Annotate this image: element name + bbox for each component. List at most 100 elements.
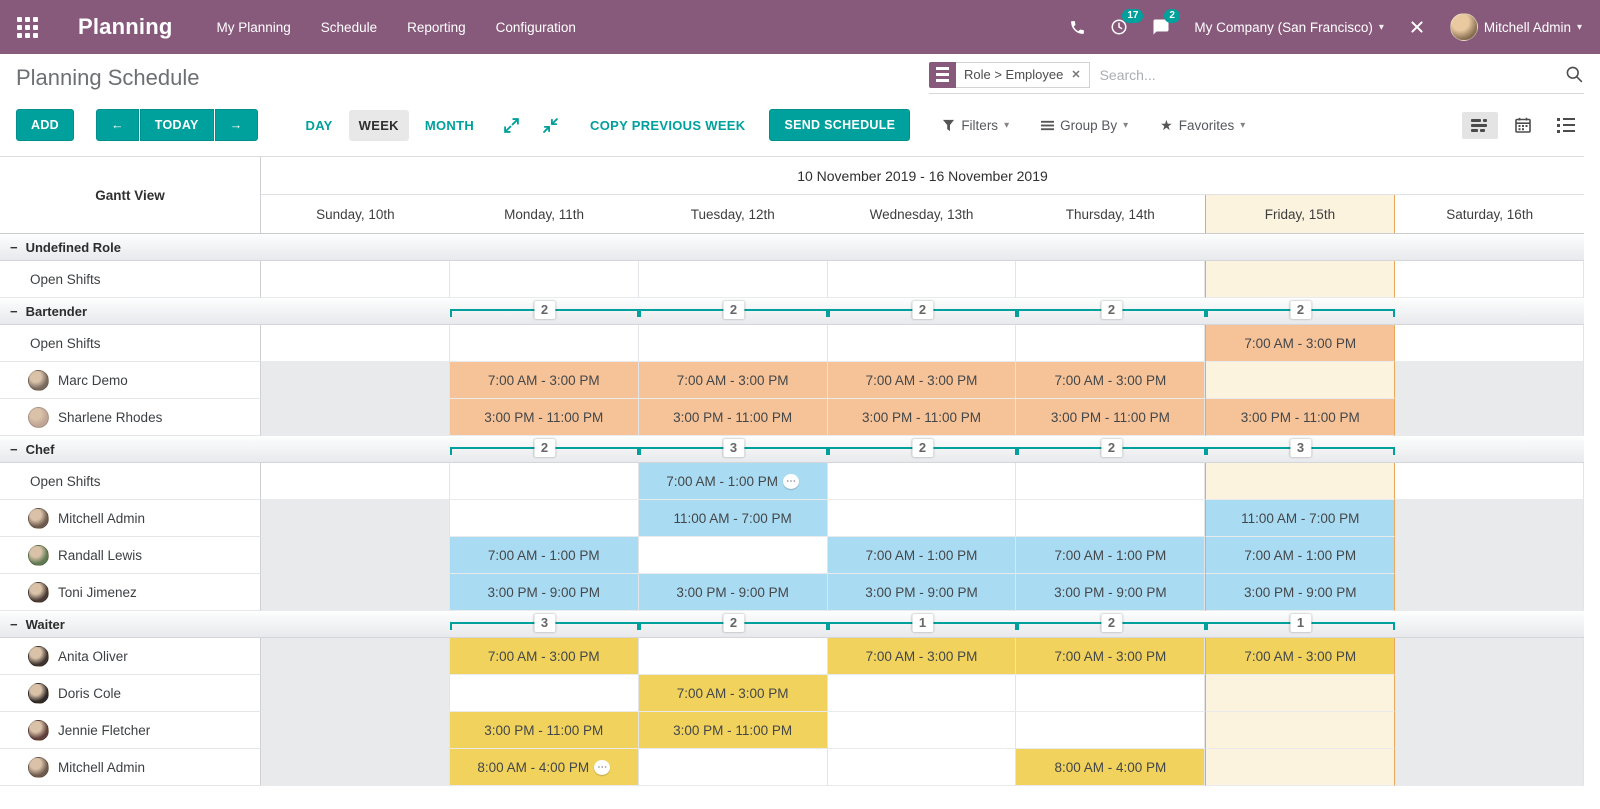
shift-pill[interactable]: 3:00 PM - 9:00 PM (638, 574, 828, 611)
collapse-icon[interactable]: − (10, 442, 18, 457)
empty-day-cell[interactable] (1395, 537, 1585, 574)
collapse-icon[interactable]: − (10, 617, 18, 632)
shift-pill[interactable]: 7:00 AM - 1:00 PM (827, 537, 1017, 574)
empty-day-cell[interactable] (827, 261, 1017, 298)
apps-menu-icon[interactable] (0, 16, 54, 38)
empty-day-cell[interactable] (261, 712, 450, 749)
scale-month-button[interactable]: MONTH (415, 110, 484, 141)
collapse-icon[interactable]: − (10, 240, 18, 255)
empty-day-cell[interactable] (449, 463, 639, 500)
empty-day-cell[interactable] (261, 537, 450, 574)
empty-day-cell[interactable] (261, 638, 450, 675)
shift-pill[interactable]: 7:00 AM - 3:00 PM (1016, 638, 1206, 675)
empty-day-cell[interactable] (261, 500, 450, 537)
empty-day-cell[interactable] (261, 325, 450, 362)
empty-day-cell[interactable] (449, 675, 639, 712)
shift-pill[interactable]: 7:00 AM - 3:00 PM (449, 362, 639, 399)
empty-day-cell[interactable] (449, 325, 639, 362)
empty-day-cell[interactable] (1395, 362, 1585, 399)
empty-day-cell[interactable] (449, 500, 639, 537)
empty-day-cell[interactable] (1205, 749, 1396, 786)
empty-day-cell[interactable] (1205, 712, 1396, 749)
shift-pill[interactable]: 3:00 PM - 9:00 PM (1016, 574, 1206, 611)
empty-day-cell[interactable] (261, 574, 450, 611)
shift-pill[interactable]: 7:00 AM - 1:00 PM (449, 537, 639, 574)
empty-day-cell[interactable] (1205, 675, 1396, 712)
scale-day-button[interactable]: DAY (296, 110, 343, 141)
phone-icon[interactable] (1069, 19, 1086, 36)
empty-day-cell[interactable] (1205, 261, 1396, 298)
empty-day-cell[interactable] (261, 399, 450, 436)
empty-day-cell[interactable] (1395, 675, 1585, 712)
calendar-view-button[interactable] (1506, 110, 1540, 140)
empty-day-cell[interactable] (261, 362, 450, 399)
menu-my-planning[interactable]: My Planning (216, 19, 291, 35)
shift-pill[interactable]: 7:00 AM - 3:00 PM (827, 362, 1017, 399)
messages-icon[interactable]: 2 (1152, 9, 1180, 36)
shift-pill[interactable]: 3:00 PM - 11:00 PM (638, 399, 828, 436)
developer-tools-icon[interactable] (1408, 18, 1426, 36)
shift-pill[interactable]: 7:00 AM - 3:00 PM (638, 362, 828, 399)
empty-day-cell[interactable] (1395, 638, 1585, 675)
empty-day-cell[interactable] (1395, 749, 1585, 786)
shift-pill[interactable]: 7:00 AM - 3:00 PM (827, 638, 1017, 675)
group-row-waiter[interactable]: − Waiter 3 2 1 2 1 (0, 611, 1584, 638)
shift-pill[interactable]: 7:00 AM - 3:00 PM (1205, 638, 1396, 675)
search-icon[interactable] (1565, 65, 1584, 84)
empty-day-cell[interactable] (1016, 712, 1206, 749)
shift-pill[interactable]: 7:00 AM - 1:00 PM ⋯ (638, 463, 828, 500)
group-row-bartender[interactable]: − Bartender 2 2 2 2 2 (0, 298, 1584, 325)
remove-facet-icon[interactable]: ✕ (1071, 69, 1081, 81)
group-by-dropdown[interactable]: Group By ▾ (1041, 118, 1128, 133)
shift-pill[interactable]: 3:00 PM - 9:00 PM (1205, 574, 1396, 611)
empty-day-cell[interactable] (1205, 362, 1396, 399)
empty-day-cell[interactable] (827, 463, 1017, 500)
empty-day-cell[interactable] (638, 537, 828, 574)
empty-day-cell[interactable] (638, 638, 828, 675)
empty-day-cell[interactable] (1395, 325, 1585, 362)
add-button[interactable]: ADD (16, 109, 74, 141)
group-row-chef[interactable]: − Chef 2 3 2 2 3 (0, 436, 1584, 463)
activities-icon[interactable]: 17 (1110, 9, 1144, 36)
shift-pill[interactable]: 11:00 AM - 7:00 PM (1205, 500, 1396, 537)
empty-day-cell[interactable] (261, 749, 450, 786)
expand-rows-icon[interactable] (500, 114, 523, 137)
shift-pill[interactable]: 11:00 AM - 7:00 PM (638, 500, 828, 537)
empty-day-cell[interactable] (827, 712, 1017, 749)
shift-pill[interactable]: 3:00 PM - 9:00 PM (827, 574, 1017, 611)
empty-day-cell[interactable] (449, 261, 639, 298)
shift-pill[interactable]: 8:00 AM - 4:00 PM ⋯ (449, 749, 639, 786)
list-view-button[interactable] (1548, 111, 1584, 140)
menu-schedule[interactable]: Schedule (320, 19, 378, 35)
empty-day-cell[interactable] (638, 325, 828, 362)
shift-pill[interactable]: 3:00 PM - 11:00 PM (638, 712, 828, 749)
empty-day-cell[interactable] (1395, 261, 1585, 298)
shift-pill[interactable]: 7:00 AM - 1:00 PM (1016, 537, 1206, 574)
empty-day-cell[interactable] (638, 749, 828, 786)
shift-pill[interactable]: 3:00 PM - 11:00 PM (827, 399, 1017, 436)
today-button[interactable]: TODAY (139, 109, 214, 141)
shift-pill[interactable]: 3:00 PM - 11:00 PM (449, 399, 639, 436)
shift-pill[interactable]: 3:00 PM - 11:00 PM (1016, 399, 1206, 436)
send-schedule-button[interactable]: SEND SCHEDULE (769, 109, 911, 141)
empty-day-cell[interactable] (261, 675, 450, 712)
shift-pill[interactable]: 3:00 PM - 11:00 PM (1205, 399, 1396, 436)
empty-day-cell[interactable] (827, 500, 1017, 537)
user-menu[interactable]: Mitchell Admin ▾ (1449, 13, 1582, 41)
shift-pill[interactable]: 3:00 PM - 11:00 PM (449, 712, 639, 749)
empty-day-cell[interactable] (638, 261, 828, 298)
empty-day-cell[interactable] (1016, 261, 1206, 298)
empty-day-cell[interactable] (827, 325, 1017, 362)
collapse-icon[interactable]: − (10, 304, 18, 319)
empty-day-cell[interactable] (1205, 463, 1396, 500)
shift-pill[interactable]: 8:00 AM - 4:00 PM (1016, 749, 1206, 786)
prev-period-button[interactable]: ← (95, 109, 139, 141)
empty-day-cell[interactable] (827, 749, 1017, 786)
shift-pill[interactable]: 7:00 AM - 3:00 PM (449, 638, 639, 675)
group-row-undefined-role[interactable]: − Undefined Role (0, 234, 1584, 261)
shift-pill[interactable]: 7:00 AM - 3:00 PM (638, 675, 828, 712)
empty-day-cell[interactable] (261, 261, 450, 298)
search-input[interactable] (1089, 66, 1557, 83)
scale-week-button[interactable]: WEEK (348, 109, 409, 141)
empty-day-cell[interactable] (1016, 325, 1206, 362)
